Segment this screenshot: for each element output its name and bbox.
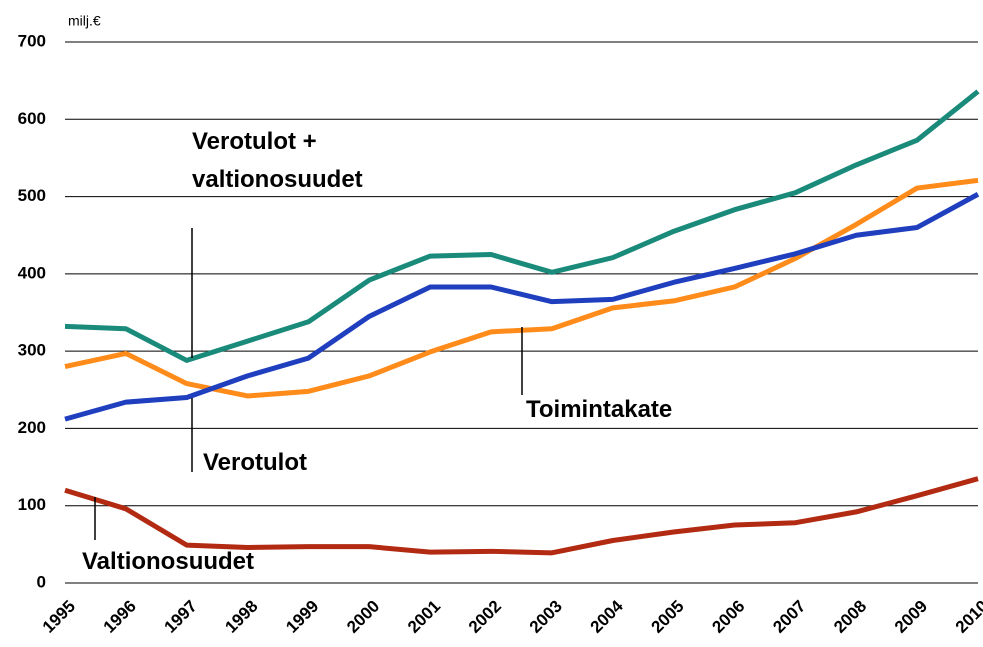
x-tick-label: 1999 — [282, 597, 322, 637]
y-tick-label: 500 — [18, 186, 46, 205]
x-tick-label: 1997 — [161, 597, 201, 637]
x-tick-label: 2006 — [708, 597, 748, 637]
x-tick-label: 2004 — [587, 596, 628, 637]
y-tick-label: 600 — [18, 109, 46, 128]
y-tick-label: 300 — [18, 341, 46, 360]
x-tick-label: 2005 — [647, 597, 687, 637]
y-unit: milj.€ — [68, 13, 101, 29]
series-label: Valtionosuudet — [82, 548, 255, 575]
series-label: Toimintakate — [526, 396, 673, 423]
y-tick-label: 100 — [18, 495, 46, 514]
series-label: Verotulot — [203, 449, 308, 476]
x-tick-label: 2008 — [830, 597, 870, 637]
series-line — [64, 89, 980, 363]
x-tick-label: 1998 — [221, 597, 261, 637]
x-tick-label: 2007 — [769, 597, 809, 637]
series-line — [64, 476, 979, 556]
y-tick-label: 200 — [18, 418, 46, 437]
y-tick-label: 400 — [18, 263, 46, 282]
series-line — [64, 192, 980, 422]
y-tick-label: 700 — [18, 31, 46, 50]
x-tick-label: 2001 — [404, 597, 444, 637]
x-tick-label: 2010 — [952, 597, 983, 637]
x-tick-label: 1996 — [100, 597, 140, 637]
x-tick-label: 2002 — [465, 597, 505, 637]
x-tick-label: 2000 — [343, 597, 383, 637]
x-tick-label: 1995 — [39, 597, 79, 637]
x-tick-label: 2003 — [526, 597, 566, 637]
y-tick-label: 0 — [37, 572, 46, 591]
x-tick-label: 2009 — [891, 597, 931, 637]
series-label: Verotulot + valtionosuudet — [192, 128, 363, 193]
